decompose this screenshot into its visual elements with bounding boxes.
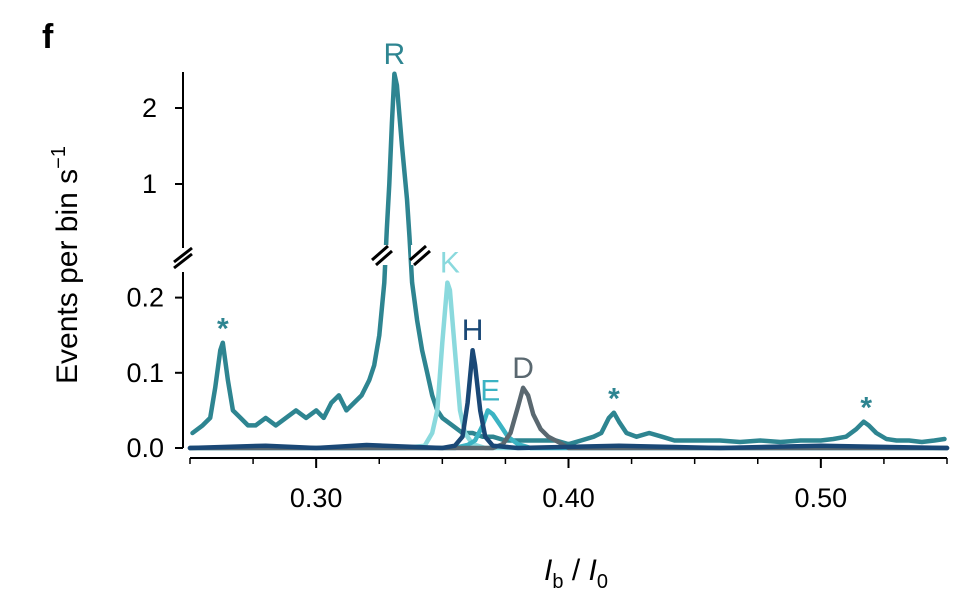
y-axis-title: Events per bin s−1 bbox=[48, 146, 84, 384]
x-axis-title-sub-b: b bbox=[552, 571, 563, 593]
y-axis-title-exponent: −1 bbox=[48, 146, 70, 169]
y-tick-label: 0.1 bbox=[126, 358, 164, 388]
y-axis-break-mark bbox=[173, 252, 193, 270]
x-axis-title: Ib / I0 bbox=[544, 554, 608, 593]
series-line-h bbox=[187, 347, 950, 451]
series-line-d bbox=[187, 385, 950, 451]
y-tick-label: 0.2 bbox=[126, 283, 164, 313]
peak-label-k: K bbox=[440, 247, 460, 280]
series-break-slash bbox=[375, 249, 393, 267]
peak-labels: R K HED * * * bbox=[217, 38, 872, 425]
x-tick-label: 0.40 bbox=[542, 483, 595, 513]
series-break-slash bbox=[409, 244, 427, 262]
axis-breaks bbox=[371, 244, 431, 267]
asterisk-annotation: * bbox=[608, 383, 620, 416]
peak-label-h: H bbox=[462, 314, 484, 347]
axes: 0.0 0.1 0.2 1 2 0.30 0.40 0.50 bbox=[126, 72, 948, 513]
y-axis-title-text: Events per bin s bbox=[51, 169, 84, 384]
y-tick-label: 2 bbox=[142, 93, 157, 123]
x-axis-title-main: I bbox=[544, 554, 552, 587]
series-line-k bbox=[187, 280, 950, 451]
panel-label: f bbox=[42, 18, 54, 56]
x-axis-title-sep: / bbox=[563, 554, 588, 587]
y-axis-break-mark bbox=[173, 246, 193, 264]
y-tick-label: 1 bbox=[142, 169, 157, 199]
series-group bbox=[187, 71, 950, 451]
series-break-slash bbox=[413, 249, 431, 267]
series-break-slash bbox=[371, 244, 389, 262]
series-line-e bbox=[187, 408, 950, 451]
x-axis-title-sub-0: 0 bbox=[597, 571, 608, 593]
peak-label-e: E bbox=[480, 374, 500, 407]
x-tick-label: 0.50 bbox=[795, 483, 848, 513]
asterisk-annotation: * bbox=[217, 313, 229, 346]
x-axis-title-main2: I bbox=[589, 554, 597, 587]
y-tick-label: 0.0 bbox=[126, 433, 164, 463]
x-tick-label: 0.30 bbox=[290, 483, 343, 513]
series-line-r bbox=[190, 71, 947, 447]
asterisk-annotation: * bbox=[860, 392, 872, 425]
peak-label-d: D bbox=[512, 352, 534, 385]
peak-label-r: R bbox=[384, 38, 406, 71]
